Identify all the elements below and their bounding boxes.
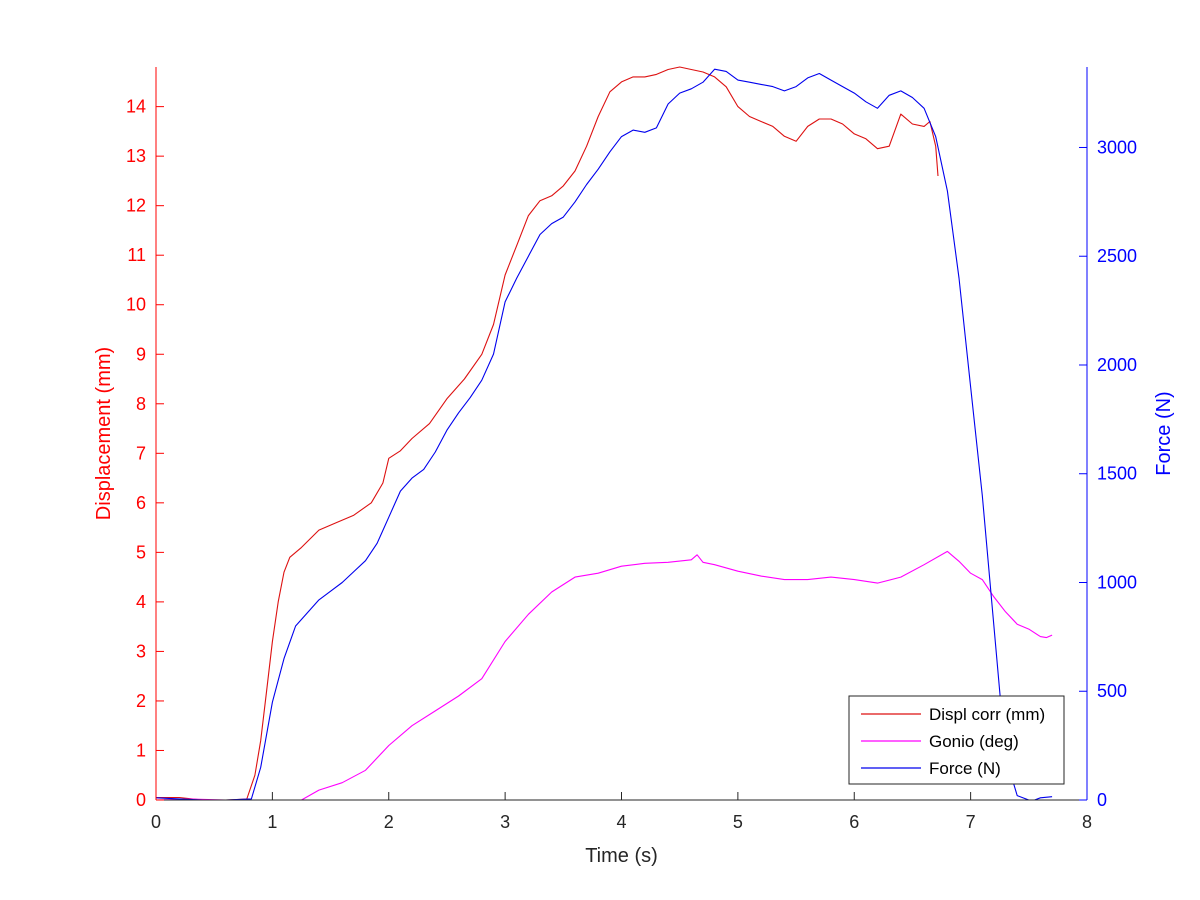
legend-entry-label: Displ corr (mm): [929, 705, 1045, 724]
y-left-tick-label: 2: [136, 691, 146, 711]
y-left-tick-label: 9: [136, 344, 146, 364]
y-left-tick-label: 3: [136, 641, 146, 661]
legend-box: [848, 695, 1065, 785]
y-left-tick-label: 8: [136, 394, 146, 414]
x-tick-label: 5: [733, 812, 743, 832]
y-left-tick-label: 12: [126, 196, 146, 216]
y-left-tick-label: 10: [126, 295, 146, 315]
series-line-force: [155, 68, 1053, 801]
series-line-gonio: [155, 550, 1053, 801]
x-axis-label: Time (s): [585, 845, 658, 867]
y-left-tick-label: 4: [136, 592, 146, 612]
y-axis-left-label: Displacement (mm): [93, 347, 115, 520]
x-tick-label: 1: [267, 812, 277, 832]
legend-entry-label: Gonio (deg): [929, 732, 1019, 751]
y-left-tick-label: 14: [126, 97, 146, 117]
y-left-tick-label: 6: [136, 493, 146, 513]
y-left-tick-label: 11: [127, 245, 146, 265]
y-right-tick-label: 500: [1097, 681, 1127, 701]
x-tick-label: 6: [849, 812, 859, 832]
y-left-tick-label: 1: [136, 740, 146, 760]
y-left-tick-label: 0: [136, 790, 146, 810]
y-right-tick-label: 3000: [1097, 137, 1137, 157]
y-right-tick-label: 2000: [1097, 355, 1137, 375]
y-left-tick-label: 13: [126, 146, 146, 166]
legend-entry-label: Force (N): [929, 759, 1001, 778]
x-tick-label: 2: [384, 812, 394, 832]
x-tick-label: 8: [1082, 812, 1092, 832]
y-right-tick-label: 2500: [1097, 246, 1137, 266]
legend: Displ corr (mm) Gonio (deg) Force (N): [848, 695, 1065, 785]
series-line-displ: [156, 66, 939, 801]
y-right-tick-label: 0: [1097, 790, 1107, 810]
y-right-tick-label: 1000: [1097, 572, 1137, 592]
x-tick-label: 3: [500, 812, 510, 832]
x-tick-label: 0: [151, 812, 161, 832]
x-tick-label: 7: [966, 812, 976, 832]
y-left-tick-label: 7: [136, 443, 146, 463]
y-left-tick-label: 5: [136, 542, 146, 562]
y-right-tick-label: 1500: [1097, 464, 1137, 484]
y-axis-right-label: Force (N): [1153, 391, 1175, 475]
plot-area: [155, 66, 1053, 801]
x-tick-label: 4: [616, 812, 626, 832]
